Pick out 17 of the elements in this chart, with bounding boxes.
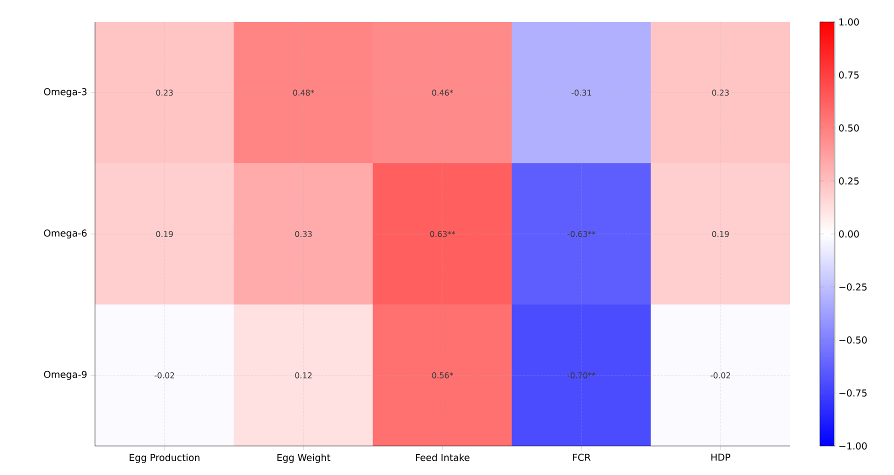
x-tick-label: Egg Production [130,454,200,463]
x-tick-label: Feed Intake [416,454,470,462]
y-tick-label: Omega-3 [44,88,86,98]
x-tick-label: FCR [573,454,591,461]
color-bar-label: 0.50 [839,124,859,132]
color-bar-label: 1.00 [839,18,859,26]
x-tick-label: HDP [711,454,730,461]
color-bar-label: 0.75 [839,71,859,79]
color-bar-label: −0.50 [839,336,867,344]
y-tick-label: Omega-6 [44,229,87,238]
color-bar-label: −0.75 [839,389,867,397]
color-bar-label: −1.00 [839,442,867,450]
color-bar-label: −0.25 [839,283,867,291]
color-bar-label: 0.25 [839,177,859,185]
x-tick-label: Egg Weight [277,454,330,463]
color-bar-label: 0.00 [839,230,859,238]
y-tick-label: Omega-9 [44,370,87,380]
